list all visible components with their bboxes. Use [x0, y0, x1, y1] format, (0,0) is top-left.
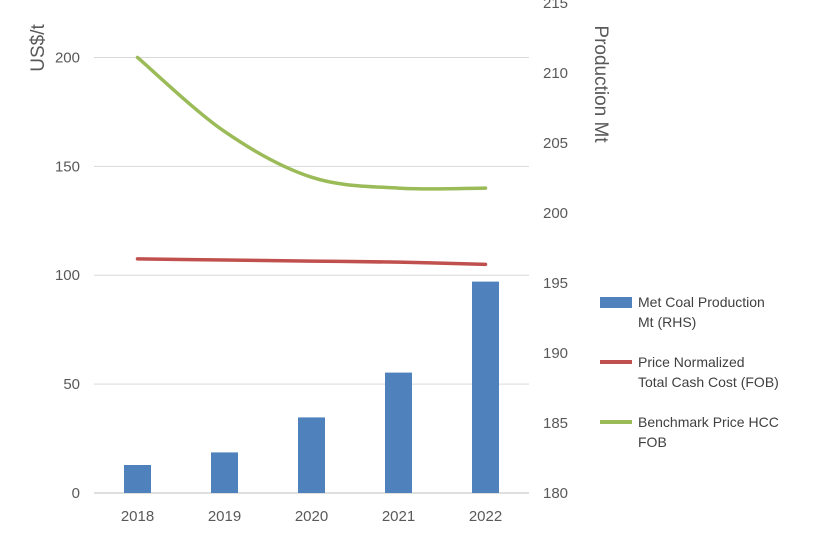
y2-axis-title: Production Mt [590, 25, 611, 143]
legend-item-cash-cost: Price Normalized Total Cash Cost (FOB) [600, 352, 815, 412]
legend-label: Met Coal Production Mt (RHS) [638, 294, 765, 330]
y2-tick-label: 215 [543, 0, 568, 12]
y2-tick-label: 180 [543, 485, 568, 502]
x-axis-ticks: 2018 2019 2020 2021 2022 [121, 508, 502, 525]
y-tick-label: 100 [55, 267, 80, 284]
y2-tick-label: 200 [543, 205, 568, 222]
y-tick-label: 0 [72, 485, 80, 502]
y2-tick-label: 205 [543, 135, 568, 152]
left-axis-ticks: 0 50 100 150 200 [55, 49, 80, 502]
x-tick-label: 2021 [382, 508, 415, 525]
bar [472, 281, 499, 493]
right-axis-ticks: 180 185 190 195 200 205 210 215 [543, 0, 568, 502]
y2-tick-label: 185 [543, 415, 568, 432]
line-series [135, 55, 488, 267]
legend-swatch-bar [600, 297, 632, 308]
x-tick-label: 2022 [469, 508, 502, 525]
y-tick-label: 200 [55, 49, 80, 66]
bar [124, 465, 151, 493]
bar [211, 452, 238, 493]
series-line [135, 55, 488, 191]
legend-item-production: Met Coal Production Mt (RHS) [600, 292, 815, 352]
legend-swatch-line [600, 420, 632, 424]
y-tick-label: 50 [63, 376, 80, 393]
y-axis-title: US$/t [28, 24, 49, 72]
bar [298, 417, 325, 493]
legend-label: Benchmark Price HCC FOB [638, 414, 779, 450]
x-tick-label: 2019 [208, 508, 241, 525]
gridlines [94, 56, 529, 494]
legend: Met Coal Production Mt (RHS) Price Norma… [600, 292, 815, 472]
bar [385, 372, 412, 493]
y2-tick-label: 210 [543, 65, 568, 82]
bar-series [124, 281, 499, 493]
y-tick-label: 150 [55, 158, 80, 175]
x-tick-label: 2018 [121, 508, 154, 525]
legend-label: Price Normalized Total Cash Cost (FOB) [638, 354, 779, 390]
series-line [135, 257, 488, 267]
legend-swatch-line [600, 360, 632, 364]
legend-item-benchmark: Benchmark Price HCC FOB [600, 412, 815, 472]
y2-tick-label: 195 [543, 275, 568, 292]
x-tick-label: 2020 [295, 508, 328, 525]
y2-tick-label: 190 [543, 345, 568, 362]
